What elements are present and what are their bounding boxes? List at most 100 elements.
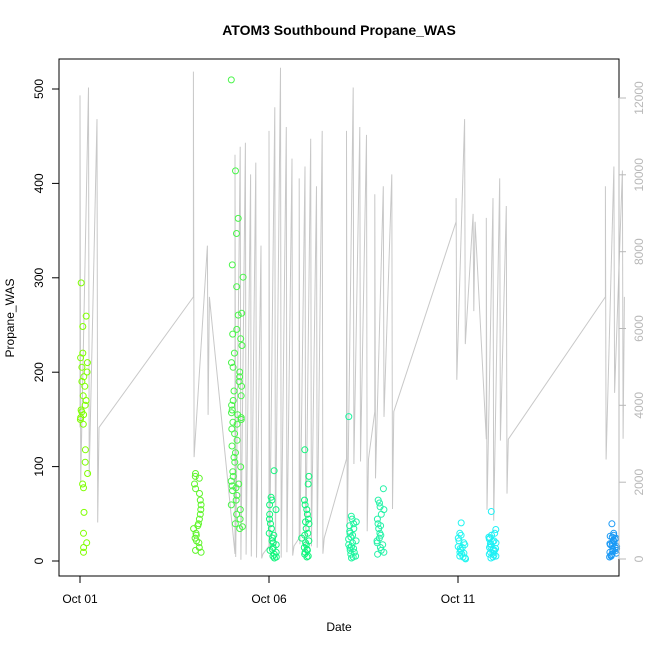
data-point: [80, 529, 87, 537]
data-point: [492, 526, 500, 533]
data-point: [303, 553, 311, 561]
data-point: [345, 413, 353, 421]
data-point: [230, 387, 238, 395]
data-point: [77, 354, 85, 362]
data-point: [79, 420, 87, 428]
data-point: [229, 468, 237, 476]
data-point: [349, 553, 357, 561]
data-point: [301, 496, 308, 504]
x-tick-label: Oct 06: [251, 592, 287, 606]
data-point: [191, 472, 199, 480]
data-point: [380, 548, 388, 556]
data-point: [347, 512, 355, 520]
data-point: [196, 510, 204, 518]
data-point: [237, 416, 245, 423]
data-point: [456, 529, 464, 537]
data-point: [195, 539, 203, 547]
data-point: [304, 480, 312, 488]
data-point: [270, 554, 278, 562]
data-point: [227, 501, 235, 509]
left-axis-point-series: [76, 76, 621, 563]
data-point: [80, 544, 88, 551]
x-tick-label: Oct 11: [441, 592, 476, 606]
data-point: [79, 480, 87, 488]
data-point: [462, 555, 470, 563]
data-point: [81, 458, 89, 466]
data-point: [80, 548, 87, 556]
data-point: [267, 493, 275, 501]
data-point: [298, 534, 306, 542]
y2-tick-label: 2000: [632, 469, 646, 496]
data-point: [229, 363, 237, 371]
data-point: [233, 510, 241, 518]
data-point: [236, 368, 244, 376]
data-point: [302, 518, 309, 526]
data-point: [228, 359, 235, 367]
y2-tick-label: 0: [632, 555, 646, 562]
y-tick-label: 500: [32, 79, 46, 99]
data-point: [267, 520, 274, 528]
data-point: [82, 397, 90, 404]
data-point: [266, 510, 274, 518]
chart-title: ATOM3 Southbound Propane_WAS: [222, 22, 456, 38]
data-point: [348, 554, 355, 562]
data-point: [228, 482, 236, 490]
data-point: [236, 506, 244, 514]
data-point: [349, 531, 357, 539]
data-point: [266, 501, 274, 509]
data-point: [233, 491, 241, 499]
data-point: [228, 442, 236, 450]
data-point: [233, 325, 241, 333]
y-axis-right: 0 2000 4000 6000 8000 10000 12000: [618, 81, 646, 562]
data-point: [302, 525, 310, 533]
data-point: [376, 499, 383, 507]
y2-tick-label: 4000: [632, 392, 646, 419]
data-point: [232, 496, 240, 504]
data-point: [236, 525, 244, 533]
data-point: [237, 335, 245, 343]
data-point: [346, 544, 354, 551]
data-point: [82, 312, 90, 320]
data-point: [197, 506, 205, 514]
data-point: [232, 449, 239, 457]
data-point: [79, 323, 87, 330]
data-point: [192, 485, 200, 493]
data-point: [83, 539, 91, 547]
data-point: [269, 552, 277, 560]
data-point: [234, 311, 242, 319]
data-point: [270, 467, 278, 475]
y2-tick-label: 6000: [632, 315, 646, 342]
data-point: [375, 525, 383, 533]
data-point: [228, 409, 235, 417]
data-point: [81, 382, 89, 390]
data-point: [230, 453, 238, 461]
data-point: [227, 477, 235, 485]
data-point: [195, 474, 203, 482]
y2-tick-label: 10000: [632, 158, 646, 192]
y-tick-label: 300: [32, 267, 46, 287]
data-point: [606, 553, 614, 561]
data-point: [377, 510, 385, 518]
data-point: [303, 510, 311, 518]
data-point: [80, 484, 87, 492]
data-point: [230, 349, 238, 357]
data-point: [84, 470, 92, 477]
data-point: [237, 463, 245, 471]
data-point: [78, 363, 86, 371]
data-point: [350, 548, 358, 556]
data-point: [231, 430, 239, 438]
data-point: [346, 546, 354, 554]
data-point: [236, 373, 244, 381]
data-point: [192, 470, 199, 477]
data-point: [237, 392, 245, 400]
data-point: [487, 508, 495, 515]
data-point: [238, 342, 246, 349]
data-point: [233, 230, 240, 237]
data-point: [233, 436, 241, 444]
data-point: [268, 537, 276, 545]
data-point: [196, 496, 204, 504]
y-axis-label: Propane_WAS: [3, 279, 17, 358]
data-point: [233, 420, 241, 428]
